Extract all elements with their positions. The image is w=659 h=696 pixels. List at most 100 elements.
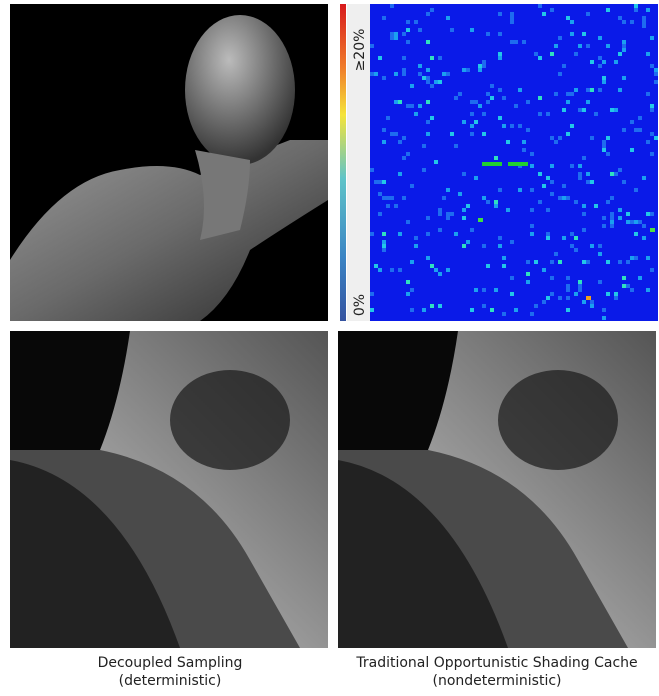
heatmap-cell bbox=[426, 232, 430, 236]
heatmap-cell bbox=[538, 56, 542, 60]
heatmap-cell bbox=[538, 172, 542, 176]
heatmap-cell bbox=[606, 152, 610, 156]
heatmap-cell bbox=[386, 116, 390, 120]
heatmap-cell bbox=[382, 240, 386, 244]
heatmap-cell bbox=[626, 220, 630, 224]
heatmap-cell bbox=[526, 128, 530, 132]
heatmap-cell bbox=[494, 156, 498, 160]
heatmap-cell bbox=[446, 16, 450, 20]
heatmap-cell bbox=[490, 84, 494, 88]
heatmap-cell bbox=[626, 260, 630, 264]
heatmap-cell bbox=[642, 20, 646, 24]
heatmap-cell bbox=[406, 28, 410, 32]
heatmap-cell bbox=[418, 64, 422, 68]
heatmap-cell bbox=[538, 96, 542, 100]
heatmap-cell bbox=[558, 296, 562, 300]
heatmap-cell bbox=[434, 160, 438, 164]
heatmap-cell bbox=[530, 152, 534, 156]
heatmap-cell bbox=[622, 20, 626, 24]
heatmap-cell bbox=[546, 296, 550, 300]
heatmap-cell bbox=[410, 184, 414, 188]
heatmap-cell bbox=[510, 240, 514, 244]
heatmap-cell bbox=[474, 176, 478, 180]
heatmap-cell bbox=[566, 288, 570, 292]
render-overview bbox=[10, 4, 328, 321]
heatmap-cell bbox=[386, 196, 390, 200]
heatmap-cell bbox=[414, 20, 418, 24]
heatmap-cell bbox=[546, 232, 550, 236]
heatmap-cell bbox=[370, 168, 374, 172]
heatmap-cell bbox=[622, 48, 626, 52]
heatmap-cell bbox=[378, 268, 382, 272]
heatmap-cell bbox=[598, 56, 602, 60]
heatmap-cell bbox=[430, 56, 434, 60]
heatmap-cell bbox=[586, 260, 590, 264]
heatmap-cell bbox=[626, 212, 630, 216]
heatmap-cell bbox=[638, 116, 642, 120]
heatmap-cell bbox=[406, 292, 410, 296]
heatmap-cell bbox=[438, 272, 442, 276]
heatmap-cell bbox=[570, 124, 574, 128]
heatmap-cell bbox=[414, 244, 418, 248]
heatmap-cell bbox=[602, 80, 606, 84]
heatmap-cell bbox=[582, 204, 586, 208]
heatmap-cell bbox=[438, 304, 442, 308]
heatmap-cell bbox=[486, 264, 490, 268]
heatmap-cell bbox=[602, 308, 606, 312]
heatmap-cell bbox=[526, 280, 530, 284]
heatmap-cell bbox=[606, 200, 610, 204]
heatmap-cell bbox=[438, 212, 442, 216]
heatmap-cell bbox=[478, 218, 483, 222]
heatmap-cell bbox=[550, 180, 554, 184]
heatmap-cell bbox=[474, 288, 478, 292]
heatmap-cell bbox=[370, 72, 374, 76]
heatmap-cell bbox=[606, 292, 610, 296]
heatmap-cell bbox=[498, 32, 502, 36]
heatmap-cell bbox=[426, 12, 430, 16]
heatmap-cell bbox=[466, 240, 470, 244]
heatmap-cell bbox=[502, 124, 506, 128]
heatmap-cell bbox=[610, 172, 614, 176]
heatmap-cell bbox=[650, 228, 655, 232]
heatmap-cell bbox=[602, 76, 606, 80]
heatmap-cell bbox=[650, 132, 654, 136]
heatmap-cell bbox=[490, 308, 494, 312]
heatmap-cell bbox=[582, 228, 586, 232]
heatmap-cell bbox=[474, 100, 478, 104]
heatmap-cell bbox=[634, 128, 638, 132]
heatmap-cell bbox=[554, 252, 558, 256]
heatmap-cell bbox=[622, 44, 626, 48]
heatmap-cell bbox=[574, 248, 578, 252]
heatmap-cell bbox=[390, 268, 394, 272]
heatmap-cell bbox=[510, 12, 514, 16]
heatmap-cell bbox=[546, 236, 550, 240]
caption-right: Traditional Opportunistic Shading Cache … bbox=[332, 654, 659, 690]
heatmap-cell bbox=[642, 224, 646, 228]
heatmap-cell bbox=[502, 312, 506, 316]
heatmap-cell bbox=[590, 60, 594, 64]
heatmap-cell bbox=[442, 72, 446, 76]
heatmap-cell bbox=[478, 64, 482, 68]
heatmap-cell bbox=[622, 128, 626, 132]
heatmap-cell bbox=[602, 140, 606, 144]
heatmap-cell bbox=[630, 148, 634, 152]
heatmap-cell bbox=[578, 164, 582, 168]
heatmap-cell bbox=[602, 216, 606, 220]
heatmap-cell bbox=[506, 140, 510, 144]
heatmap-cell bbox=[634, 8, 638, 12]
heatmap-cell bbox=[578, 284, 582, 288]
heatmap-cell bbox=[566, 196, 570, 200]
heatmap-cell bbox=[438, 228, 442, 232]
heatmap-cell bbox=[530, 208, 534, 212]
heatmap-cell bbox=[562, 196, 566, 200]
heatmap-cell bbox=[530, 232, 534, 236]
heatmap-cell bbox=[510, 124, 514, 128]
heatmap-cell bbox=[422, 308, 426, 312]
heatmap-cell bbox=[394, 132, 398, 136]
heatmap-cell bbox=[438, 80, 442, 84]
heatmap-cell bbox=[642, 176, 646, 180]
heatmap-cell bbox=[426, 132, 430, 136]
colorbar bbox=[340, 4, 346, 321]
heatmap-cell bbox=[462, 216, 466, 220]
heatmap-cell bbox=[422, 168, 426, 172]
